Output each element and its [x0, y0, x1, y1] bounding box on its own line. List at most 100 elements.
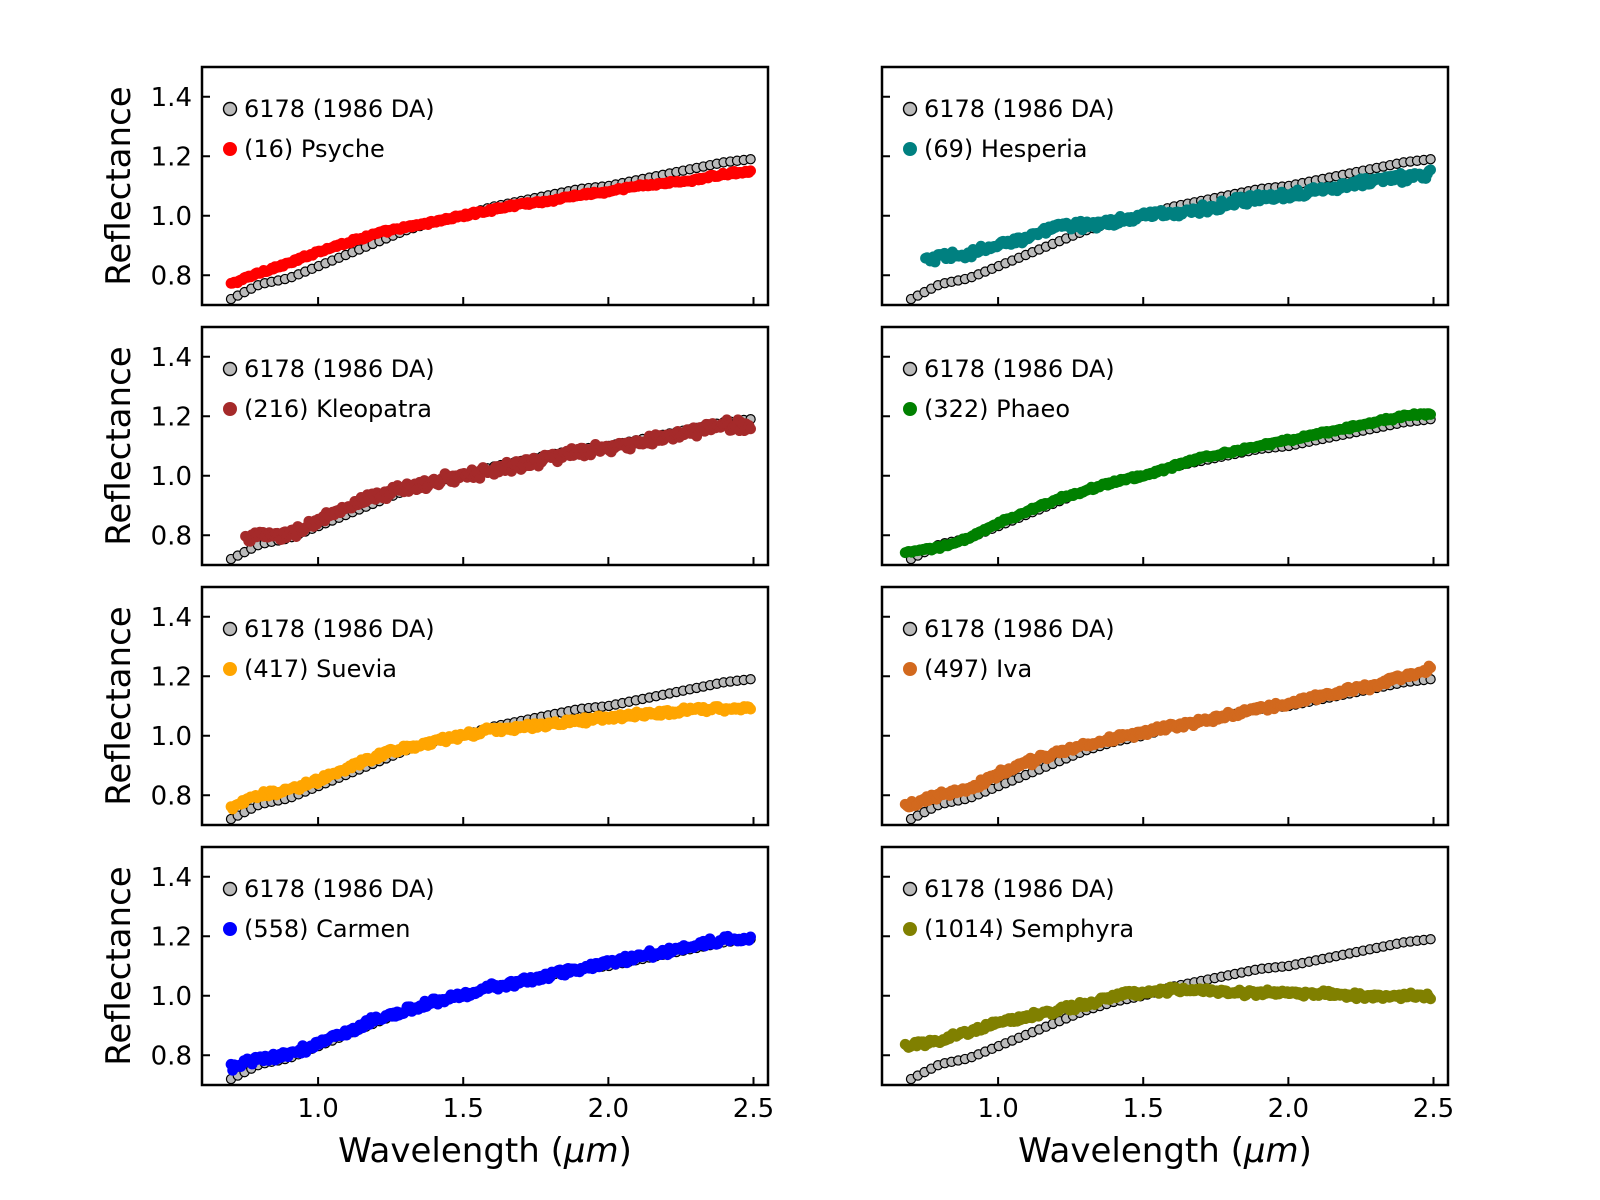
legend: 6178 (1986 DA) (1014) Semphyra [902, 875, 1134, 943]
data-area [225, 674, 756, 825]
y-tick-label: 0.8 [151, 521, 192, 551]
legend-marker-asteroid [223, 662, 237, 676]
series-point [745, 703, 756, 715]
legend-label-asteroid: (558) Carmen [244, 915, 410, 943]
asteroid-series [899, 981, 1436, 1053]
reference-series [905, 674, 1436, 825]
y-tick-label: 1.4 [151, 83, 192, 113]
y-axis-title: Reflectance [99, 346, 139, 545]
legend-label-asteroid: (1014) Semphyra [924, 915, 1134, 943]
y-axis-title: Reflectance [99, 86, 139, 285]
y-tick-label: 1.0 [151, 202, 192, 232]
panel-8: 1.0 1.5 2.0 2.5 6178 (1986 DA) (1014) Semphyr… [880, 845, 1454, 1124]
reference-series [225, 934, 756, 1085]
y-tick-label: 1.0 [151, 462, 192, 492]
panel-4: 6178 (1986 DA) (322) Phaeo [880, 325, 1450, 567]
asteroid-series [899, 660, 1436, 813]
series-point [1425, 409, 1436, 420]
legend: 6178 (1986 DA) (558) Carmen [222, 875, 435, 943]
series-point [745, 423, 756, 435]
data-area [899, 660, 1436, 825]
panel-frame [880, 65, 1450, 307]
x-tick-label: 1.5 [443, 1094, 484, 1124]
panel-6: 6178 (1986 DA) (497) Iva [880, 585, 1450, 827]
asteroid-series [920, 164, 1436, 268]
legend-marker-reference [902, 101, 918, 117]
y-tick-label: 1.4 [151, 343, 192, 373]
data-area [225, 154, 756, 305]
asteroid-series [899, 408, 1436, 559]
y-tick-label: 1.4 [151, 863, 192, 893]
legend-label-asteroid: (69) Hesperia [924, 135, 1087, 163]
asteroid-series [240, 414, 756, 547]
legend-label-asteroid: (417) Suevia [244, 655, 397, 683]
legend-marker-asteroid [903, 662, 917, 676]
series-point [1425, 993, 1436, 1005]
panel-5: 0.8 1.0 1.2 1.4 Reflectance 6178 (1986 DA) (41… [99, 585, 770, 827]
x-tick-label: 2.0 [588, 1094, 629, 1124]
legend-label-reference: 6178 (1986 DA) [244, 875, 435, 903]
legend: 6178 (1986 DA) (216) Kleopatra [222, 355, 435, 423]
reference-series [905, 414, 1436, 565]
panel-frame [200, 585, 770, 827]
legend-label-reference: 6178 (1986 DA) [924, 615, 1115, 643]
y-tick-label: 0.8 [151, 1041, 192, 1071]
y-axis-title: Reflectance [99, 606, 139, 805]
legend-marker-reference [902, 621, 918, 637]
legend-marker-asteroid [223, 922, 237, 936]
legend-marker-reference [222, 101, 238, 117]
legend: 6178 (1986 DA) (322) Phaeo [902, 355, 1115, 423]
legend-label-asteroid: (322) Phaeo [924, 395, 1070, 423]
panel-1: 0.8 1.0 1.2 1.4 Reflectance 6178 (1986 DA) (16… [99, 65, 770, 307]
legend-label-asteroid: (497) Iva [924, 655, 1032, 683]
series-point [1425, 662, 1436, 674]
panel-3: 0.8 1.0 1.2 1.4 Reflectance 6178 (1986 DA) (21… [99, 325, 770, 567]
panel-frame [200, 325, 770, 567]
panel-frame [880, 585, 1450, 827]
panels-group: 0.8 1.0 1.2 1.4 Reflectance 6178 (1986 DA) (16… [99, 65, 1454, 1124]
panel-frame [880, 845, 1450, 1087]
panel-frame [200, 845, 770, 1087]
legend: 6178 (1986 DA) (417) Suevia [222, 615, 435, 683]
legend-label-reference: 6178 (1986 DA) [244, 615, 435, 643]
legend-label-reference: 6178 (1986 DA) [924, 95, 1115, 123]
reference-point [1425, 154, 1436, 165]
asteroid-series [225, 930, 756, 1076]
data-area [899, 408, 1436, 565]
y-axis-title: Reflectance [99, 866, 139, 1065]
legend-marker-reference [902, 361, 918, 377]
x-tick-label: 2.5 [1413, 1094, 1454, 1124]
series-point [745, 165, 756, 177]
y-tick-label: 0.8 [151, 781, 192, 811]
y-tick-label: 0.8 [151, 261, 192, 291]
x-axis-title-left: Wavelength (μm) [338, 1131, 632, 1171]
legend-marker-reference [902, 881, 918, 897]
panel-frame [200, 65, 770, 307]
legend-marker-reference [222, 621, 238, 637]
legend-marker-asteroid [223, 142, 237, 156]
legend-label-reference: 6178 (1986 DA) [924, 355, 1115, 383]
y-tick-label: 1.2 [151, 662, 192, 692]
legend-label-reference: 6178 (1986 DA) [244, 355, 435, 383]
legend-marker-asteroid [903, 402, 917, 416]
legend-marker-asteroid [223, 402, 237, 416]
reference-series [905, 934, 1436, 1085]
panel-2: 6178 (1986 DA) (69) Hesperia [880, 65, 1450, 307]
legend-marker-asteroid [903, 922, 917, 936]
series-point [745, 931, 756, 943]
x-tick-label: 2.0 [1268, 1094, 1309, 1124]
x-tick-label: 1.0 [297, 1094, 338, 1124]
x-tick-label: 1.5 [1123, 1094, 1164, 1124]
asteroid-series [225, 701, 756, 815]
legend-label-reference: 6178 (1986 DA) [924, 875, 1115, 903]
y-tick-label: 1.2 [151, 142, 192, 172]
legend-marker-reference [222, 881, 238, 897]
x-tick-label: 2.5 [733, 1094, 774, 1124]
reference-point [745, 154, 756, 165]
reference-point [745, 674, 756, 685]
legend: 6178 (1986 DA) (69) Hesperia [902, 95, 1115, 163]
reference-series [225, 674, 756, 825]
y-tick-label: 1.2 [151, 402, 192, 432]
panel-7: 1.0 1.5 2.0 2.5 0.8 1.0 1.2 1.4 Reflectance 6178 … [99, 845, 774, 1124]
